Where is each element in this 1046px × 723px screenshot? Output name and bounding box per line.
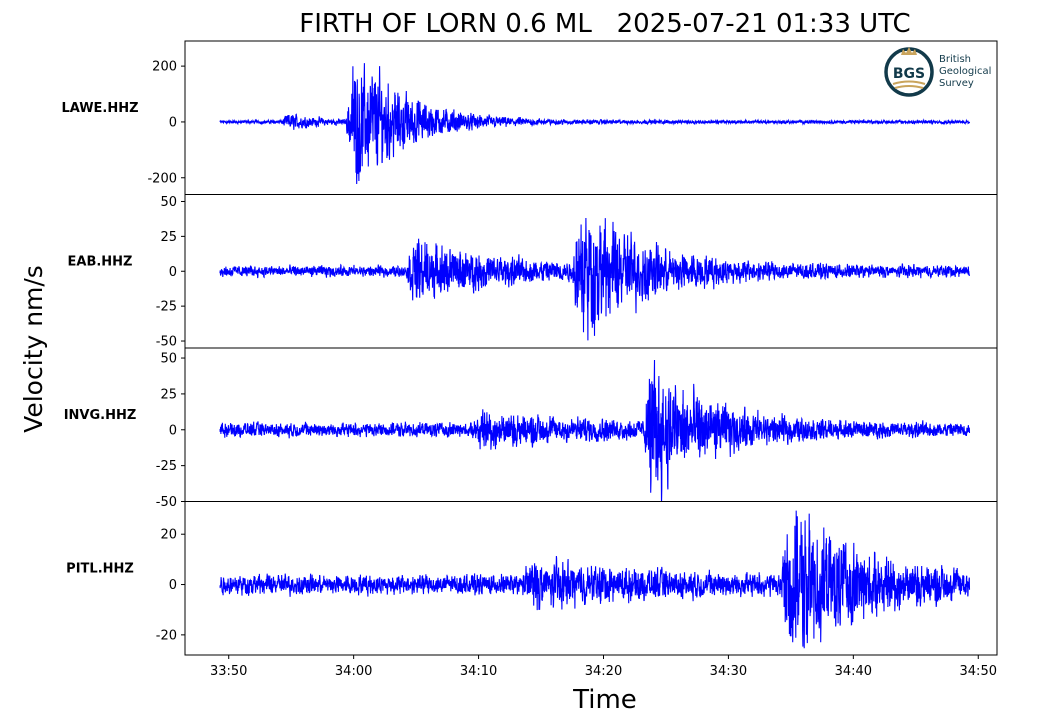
y-tick-label: 0 [169, 115, 177, 130]
y-tick-label: 20 [160, 528, 177, 543]
station-panels: LAWE.HHZ-2000200EAB.HHZ-50-2502550INVG.H… [61, 40, 998, 656]
station-label: INVG.HHZ [64, 408, 137, 423]
x-tick-label: 34:40 [835, 664, 872, 679]
bgs-logo-line-3: Survey [939, 78, 974, 89]
y-tick-label: -25 [156, 300, 177, 315]
panel-invg-hhz: INVG.HHZ -50 -25 0 25 50 [64, 347, 998, 510]
y-tick-label: 25 [160, 387, 177, 402]
x-axis: 33:50 34:00 34:10 34:20 34:30 34:40 34:50 [210, 655, 997, 679]
y-tick-label: 0 [169, 423, 177, 438]
panel-lawe-hhz: LAWE.HHZ -200 0 200 [61, 40, 998, 195]
bgs-logo-crown-icon [901, 47, 917, 55]
waveform-trace [219, 217, 971, 341]
y-tick-label: -50 [156, 335, 177, 350]
x-axis-label: Time [572, 685, 637, 715]
y-tick-label: 200 [152, 60, 177, 75]
x-tick-label: 34:30 [710, 664, 747, 679]
y-axis-label: Velocity nm/s [19, 265, 48, 433]
y-tick-label: 50 [160, 352, 177, 367]
y-tick-label: 25 [160, 230, 177, 245]
bgs-logo-line-2: Geological [939, 66, 991, 77]
x-tick-label: 34:10 [460, 664, 497, 679]
y-tick-label: 0 [169, 578, 177, 593]
x-tick-label: 34:50 [960, 664, 997, 679]
y-tick-label: -50 [156, 495, 177, 510]
bgs-logo-strata [892, 80, 926, 89]
bgs-logo: BGS British Geological Survey [884, 47, 991, 97]
chart-title: FIRTH OF LORN 0.6 ML 2025-07-21 01:33 UT… [299, 9, 910, 39]
y-tick-label: -20 [156, 628, 177, 643]
station-label: LAWE.HHZ [61, 101, 138, 116]
panel-eab-hhz: EAB.HHZ -50 -25 0 25 50 [68, 194, 998, 350]
y-tick-label: 50 [160, 195, 177, 210]
x-tick-label: 33:50 [210, 664, 247, 679]
x-tick-label: 34:20 [585, 664, 622, 679]
y-tick-label: -200 [147, 171, 177, 186]
waveform-trace [219, 63, 971, 185]
panel-pitl-hhz: PITL.HHZ -20 0 20 [66, 501, 998, 656]
y-tick-label: -25 [156, 459, 177, 474]
station-label: EAB.HHZ [68, 254, 133, 269]
waveform-trace [219, 510, 971, 649]
panel-frame [184, 40, 998, 195]
y-tick-label: 0 [169, 265, 177, 280]
station-label: PITL.HHZ [66, 561, 134, 576]
bgs-logo-mark: BGS [893, 66, 925, 82]
bgs-logo-line-1: British [939, 54, 971, 65]
panel-frame [184, 501, 998, 656]
waveform-trace [219, 359, 971, 502]
x-tick-label: 34:00 [335, 664, 372, 679]
